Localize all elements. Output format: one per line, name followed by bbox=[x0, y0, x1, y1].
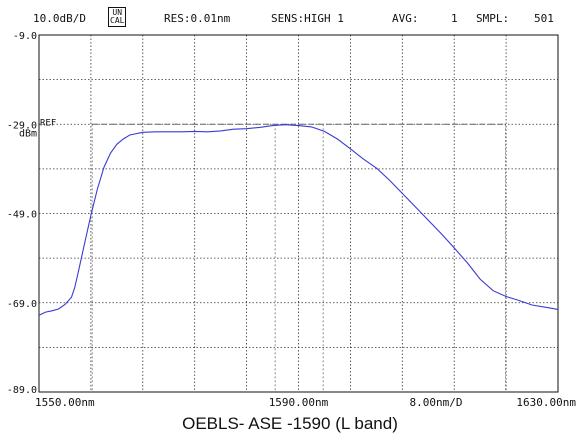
y-tick-label: -9.0 bbox=[13, 31, 37, 42]
scale-readout: 10.0dB/D bbox=[33, 12, 86, 25]
sampling-label: SMPL: bbox=[476, 12, 510, 25]
ref-label: REF bbox=[40, 118, 56, 128]
y-tick-label: -69.0 bbox=[7, 299, 37, 310]
x-stop-label: 1630.00nm bbox=[516, 396, 576, 409]
y-tick-label: -29.0 bbox=[7, 120, 37, 131]
x-span-label: 8.00nm/D bbox=[410, 396, 463, 409]
uncal-indicator: UN CAL bbox=[108, 7, 127, 27]
sampling-value: 501 bbox=[534, 12, 554, 25]
osa-header: 10.0dB/D UN CAL RES:0.01nm SENS:HIGH 1 A… bbox=[0, 0, 580, 30]
plot-frame bbox=[38, 34, 559, 393]
uncal-top-text: UN bbox=[112, 8, 123, 17]
y-tick-label: -49.0 bbox=[7, 210, 37, 221]
x-start-label: 1550.00nm bbox=[35, 396, 95, 409]
y-tick-label: -89.0 bbox=[7, 385, 37, 396]
sensitivity-readout: SENS:HIGH 1 bbox=[271, 12, 344, 25]
average-label: AVG: bbox=[392, 12, 419, 25]
spectrum-trace bbox=[38, 124, 559, 316]
uncal-bottom-text: CAL bbox=[110, 16, 125, 25]
figure-caption: OEBLS- ASE -1590 (L band) bbox=[182, 414, 398, 433]
unit-label: dBm bbox=[19, 128, 37, 139]
x-center-label: 1590.00nm bbox=[269, 396, 329, 409]
resolution-readout: RES:0.01nm bbox=[164, 12, 231, 25]
average-value: 1 bbox=[451, 12, 458, 25]
grid bbox=[39, 35, 558, 392]
